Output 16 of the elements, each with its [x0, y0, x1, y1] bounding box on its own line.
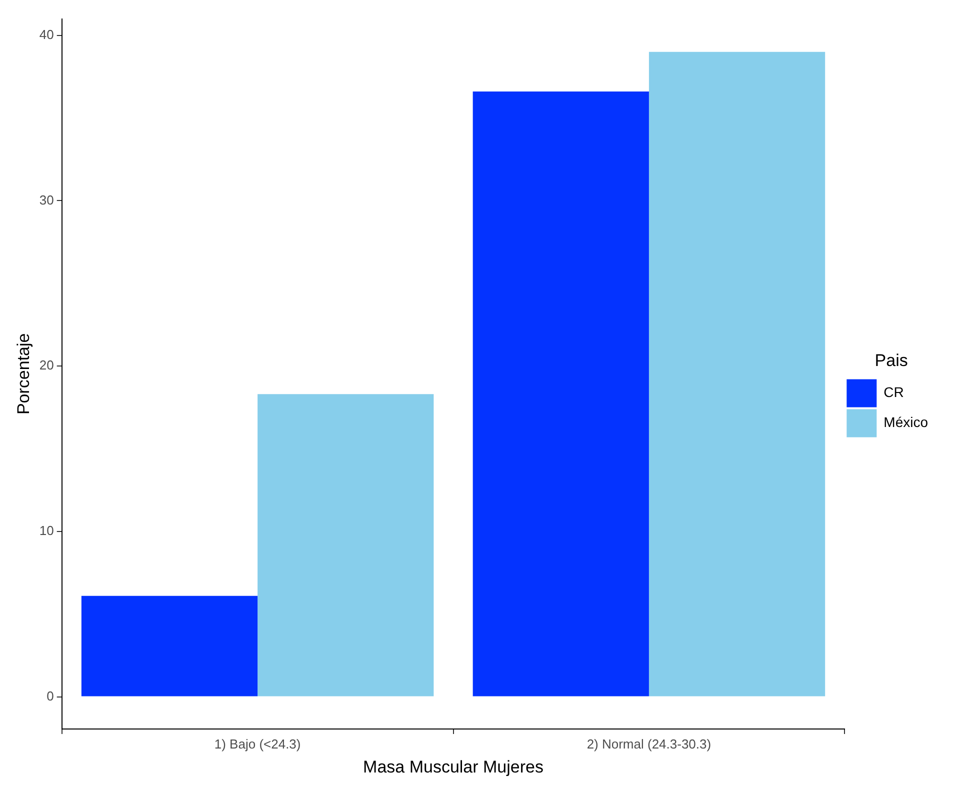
x-tick-label: 2) Normal (24.3-30.3) — [586, 736, 712, 752]
legend-label: México — [884, 414, 928, 430]
legend-title: Pais — [874, 350, 908, 370]
bar — [258, 394, 434, 696]
y-axis-title: Porcentaje — [14, 333, 33, 415]
x-tick-label: 1) Bajo (<24.3) — [214, 736, 301, 752]
y-tick-label: 30 — [39, 192, 54, 208]
bar — [648, 52, 826, 696]
x-axis-title: Masa Muscular Mujeres — [363, 757, 544, 776]
bar — [81, 596, 258, 696]
bar — [472, 92, 649, 696]
legend-label: CR — [884, 384, 904, 400]
y-tick-label: 20 — [39, 358, 54, 373]
y-tick-label: 40 — [39, 26, 54, 42]
y-tick-label: 0 — [46, 688, 54, 704]
y-tick-label: 10 — [39, 522, 54, 538]
